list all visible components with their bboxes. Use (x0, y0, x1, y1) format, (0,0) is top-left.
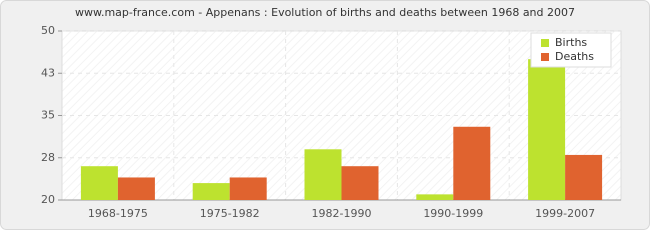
bar (416, 194, 454, 200)
bar (304, 149, 342, 200)
x-tick-label: 1975-1982 (200, 207, 260, 220)
bar (80, 166, 118, 200)
bar (192, 183, 230, 200)
bar (341, 166, 379, 200)
legend-box (530, 32, 612, 68)
legend-swatch (541, 53, 549, 61)
bar (229, 177, 267, 200)
bar (565, 154, 603, 200)
y-tick-label: 28 (41, 151, 55, 164)
bar (453, 126, 491, 200)
x-tick-label: 1982-1990 (312, 207, 372, 220)
legend-swatch (541, 39, 549, 47)
chart-title: www.map-france.com - Appenans : Evolutio… (75, 6, 575, 19)
y-tick-label: 43 (41, 66, 55, 79)
y-tick-label: 50 (41, 24, 55, 37)
legend-label: Births (555, 36, 587, 49)
bar (117, 177, 155, 200)
y-tick-label: 35 (41, 109, 55, 122)
bar (528, 59, 566, 200)
x-tick-label: 1999-2007 (535, 207, 595, 220)
chart: www.map-france.com - Appenans : Evolutio… (0, 0, 650, 230)
y-tick-label: 20 (41, 193, 55, 206)
x-tick-label: 1990-1999 (423, 207, 483, 220)
x-tick-label: 1968-1975 (88, 207, 148, 220)
legend-label: Deaths (555, 50, 594, 63)
